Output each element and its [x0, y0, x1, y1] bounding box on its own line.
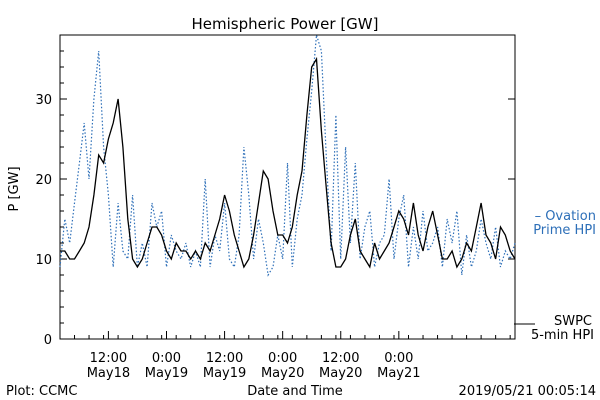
legend-ovation-line1: – Ovation [535, 209, 596, 224]
legend-swpc-line2: 5-min HPI [531, 328, 594, 343]
series-lines [59, 34, 516, 277]
x-tick-date: May18 [87, 366, 130, 381]
plot-timestamp: 2019/05/21 00:05:14 [459, 384, 596, 399]
axis-ticks: 010203012:00May180:00May1912:00May190:00… [35, 50, 515, 381]
x-tick-time: 12:00 [90, 351, 127, 366]
x-axis-label: Date and Time [247, 384, 343, 399]
ovation-prime-line [59, 34, 516, 277]
x-tick-time: 0:00 [384, 351, 413, 366]
x-tick-date: May20 [261, 366, 304, 381]
swpc-hpi-line [60, 56, 516, 269]
x-tick-date: May19 [203, 366, 246, 381]
plot-credit: Plot: CCMC [6, 384, 77, 399]
x-tick-time: 12:00 [322, 351, 359, 366]
y-tick-label: 20 [35, 173, 52, 188]
plot-area: 010203012:00May180:00May1912:00May190:00… [35, 34, 516, 381]
plot-frame [59, 34, 516, 340]
legend-ovation-line2: Prime HPI [533, 223, 596, 238]
x-tick-date: May20 [319, 366, 362, 381]
y-axis-label: P [GW] [7, 166, 22, 211]
y-tick-label: 30 [35, 93, 52, 108]
x-tick-time: 0:00 [268, 351, 297, 366]
chart-title: Hemispheric Power [GW] [192, 15, 379, 33]
x-tick-date: May21 [377, 366, 420, 381]
y-tick-label: 0 [44, 333, 52, 348]
legend-swpc-line1: SWPC [554, 314, 592, 329]
x-tick-time: 12:00 [206, 351, 243, 366]
y-tick-label: 10 [35, 253, 52, 268]
x-tick-date: May19 [145, 366, 188, 381]
x-tick-time: 0:00 [152, 351, 181, 366]
